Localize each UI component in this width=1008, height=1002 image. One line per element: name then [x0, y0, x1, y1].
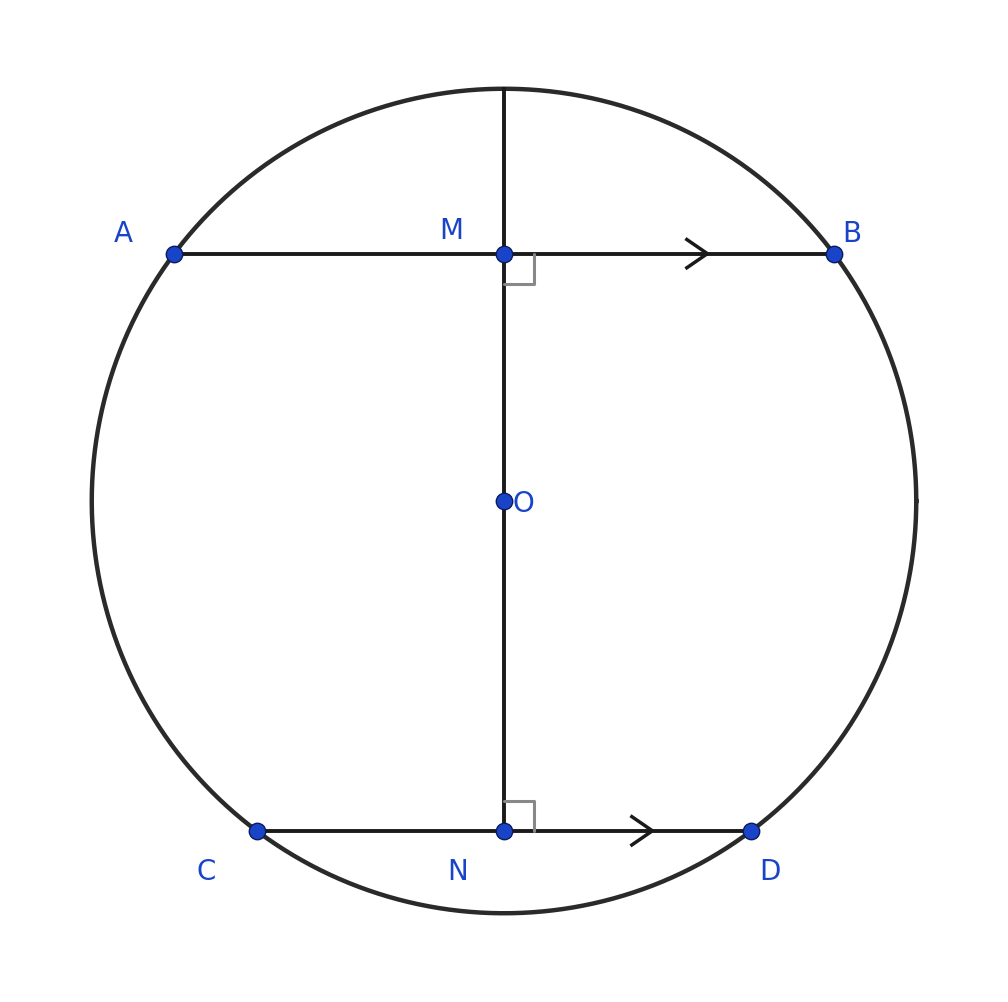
Text: B: B — [842, 220, 861, 248]
Text: N: N — [448, 859, 469, 887]
Point — [743, 823, 759, 839]
Text: D: D — [760, 859, 781, 887]
Point — [249, 823, 265, 839]
Point — [166, 245, 182, 262]
Point — [496, 245, 512, 262]
Text: O: O — [512, 490, 534, 518]
Text: C: C — [196, 859, 216, 887]
Text: M: M — [438, 217, 463, 245]
Text: A: A — [114, 220, 133, 248]
Point — [496, 493, 512, 509]
Point — [826, 245, 842, 262]
Point — [496, 823, 512, 839]
